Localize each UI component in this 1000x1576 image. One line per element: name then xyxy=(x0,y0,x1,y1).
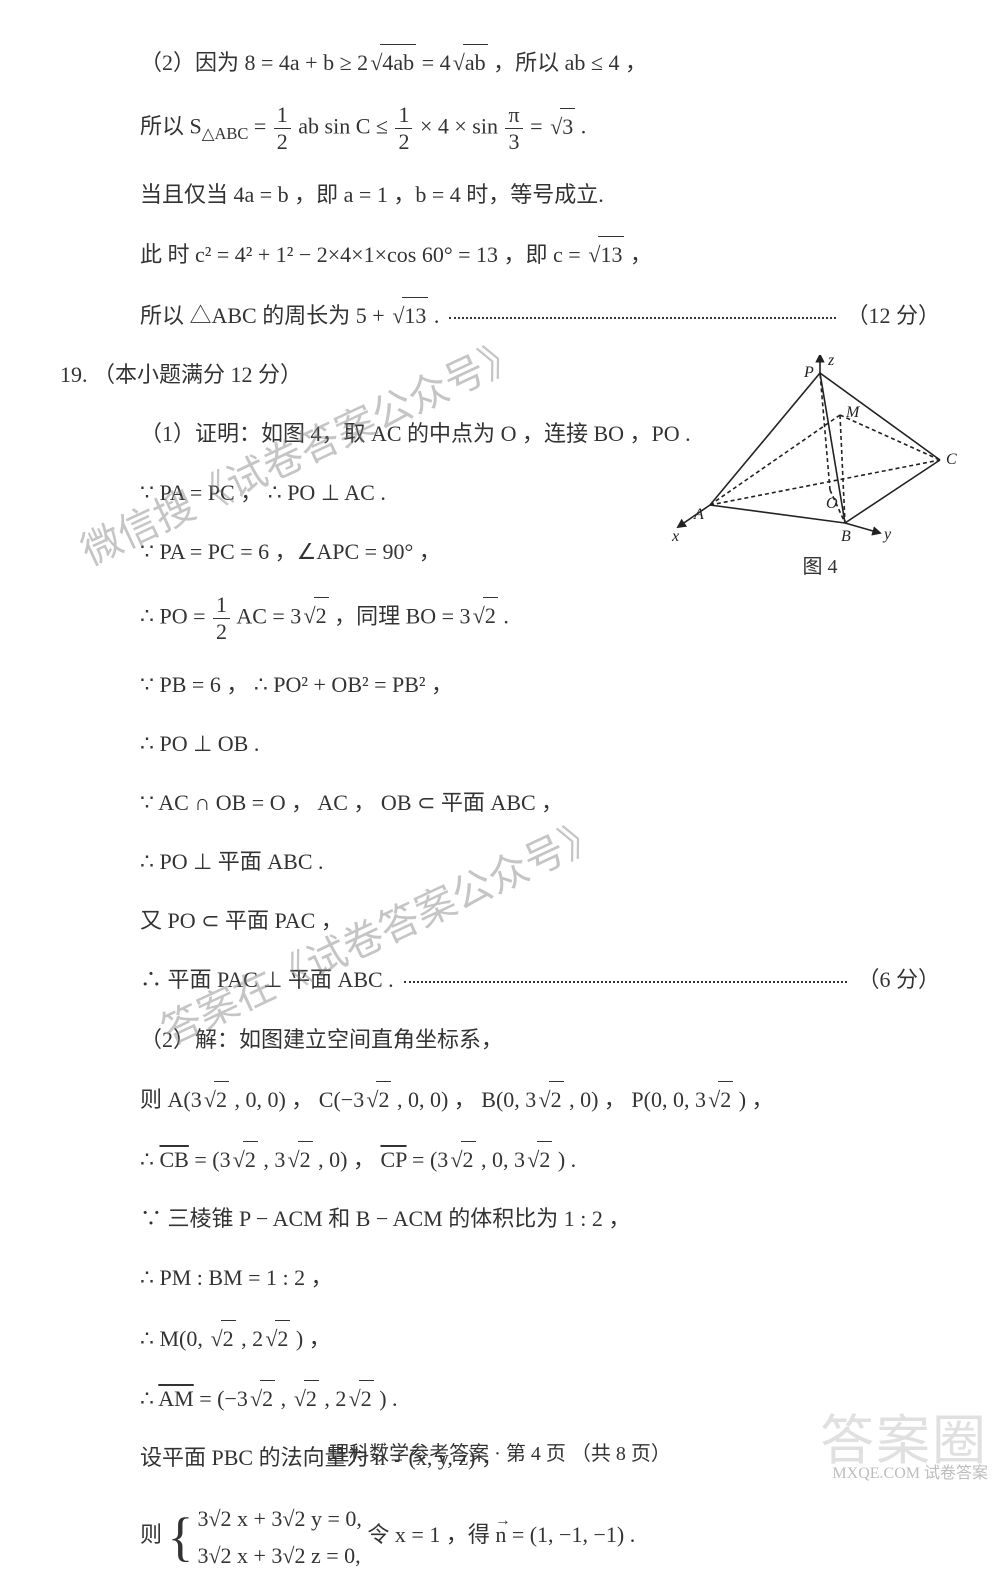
p19-l16: ∴ M(0, 2 , 22 ) ， xyxy=(60,1320,940,1356)
score-12: （12 分） xyxy=(846,298,940,333)
p18-line1: （2）因为 8 = 4a + b ≥ 24ab = 4ab ，所以 ab ≤ 4… xyxy=(60,44,940,80)
svg-text:y: y xyxy=(882,526,892,543)
p19-l10: ∴ 平面 PAC ⊥ 平面 ABC . （6 分） xyxy=(60,962,940,997)
svg-text:O: O xyxy=(826,495,838,512)
svg-text:P: P xyxy=(803,364,814,381)
p19-l14: ∵ 三棱锥 P − ACM 和 B − ACM 的体积比为 1 : 2 ， xyxy=(60,1201,940,1236)
vector-cb: CB xyxy=(160,1147,189,1172)
p19-l7: ∵ AC ∩ OB = O ， AC ， OB ⊂ 平面 ABC ， xyxy=(60,785,940,820)
equation-system: { 3√2 x + 3√2 y = 0, 3√2 x + 3√2 z = 0, xyxy=(168,1499,362,1575)
svg-text:x: x xyxy=(671,528,679,545)
p19-l15: ∴ PM : BM = 1 : 2 ， xyxy=(60,1260,940,1295)
p19-l17: ∴ AM = (−32 , 2 , 22 ) . xyxy=(60,1380,940,1416)
svg-text:C: C xyxy=(946,451,957,468)
p18-line2: 所以 S△ABC = 12 ab sin C ≤ 12 × 4 × sin π3… xyxy=(60,104,940,153)
score-6: （6 分） xyxy=(857,962,940,997)
p18-line3: 当且仅当 4a = b ，即 a = 1 ，b = 4 时，等号成立. xyxy=(60,177,940,212)
svg-text:A: A xyxy=(693,506,704,523)
svg-text:z: z xyxy=(827,355,835,369)
p19-l9: 又 PO ⊂ 平面 PAC ， xyxy=(60,903,940,938)
figure-4: PMCABOxyz 图 4 xyxy=(670,355,970,575)
svg-text:M: M xyxy=(845,404,861,421)
p19-l13: ∴ CB = (32 , 32 , 0) ， CP = (32 , 0, 32 … xyxy=(60,1141,940,1177)
p18-line4: 此 时 c² = 4² + 1² − 2×4×1×cos 60° = 13 ，即… xyxy=(60,236,940,272)
p19-l11: （2）解：如图建立空间直角坐标系， xyxy=(60,1022,940,1057)
page-footer: 理科数学参考答案 · 第 4 页 （共 8 页） xyxy=(0,1437,1000,1466)
p19-l8: ∴ PO ⊥ 平面 ABC . xyxy=(60,844,940,879)
figure-caption: 图 4 xyxy=(670,550,970,579)
p19-l5: ∵ PB = 6 ， ∴ PO² + OB² = PB² ， xyxy=(60,667,940,702)
p19-l6: ∴ PO ⊥ OB . xyxy=(60,726,940,761)
dotted-leader xyxy=(404,968,848,983)
p19-l12: 则 A(32 , 0, 0) ， C(−32 , 0, 0) ， B(0, 32… xyxy=(60,1081,940,1117)
p19-l4: ∴ PO = 12 AC = 32 ，同理 BO = 32 . xyxy=(60,594,940,643)
p19-l19: 则 { 3√2 x + 3√2 y = 0, 3√2 x + 3√2 z = 0… xyxy=(60,1499,940,1575)
dotted-leader xyxy=(449,303,836,318)
figure-svg: P M C A BOx y z xyxy=(670,355,970,545)
vector-cp: CP xyxy=(380,1147,406,1172)
svg-text:B: B xyxy=(841,528,851,545)
vector-am: AM xyxy=(158,1386,193,1411)
p18-line5: 所以 △ABC 的周长为 5 + 13 . （12 分） xyxy=(60,297,940,333)
